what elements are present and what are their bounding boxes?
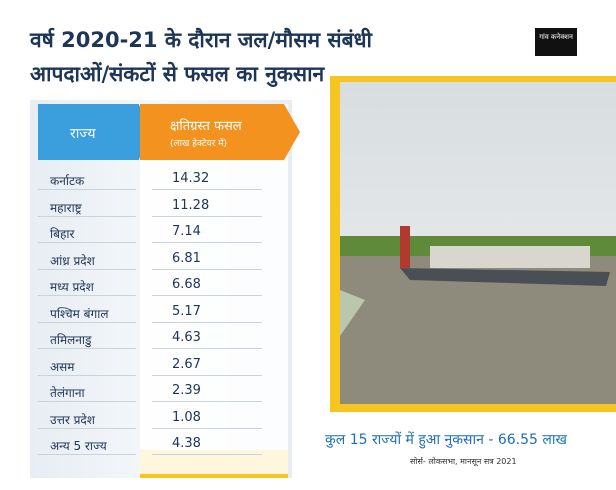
row-rule [152, 427, 262, 429]
boat [400, 268, 610, 286]
value-column [140, 104, 288, 474]
column-header: क्षतिग्रस्त फसल [170, 119, 242, 134]
state-cell: आंध्र प्रदेश [50, 253, 95, 268]
row-rule [38, 348, 136, 349]
row-rule [152, 268, 262, 270]
row-rule [38, 295, 136, 296]
row-rule [38, 189, 136, 190]
state-cell: तमिलनाडु [50, 333, 92, 347]
state-cell: मध्य प्रदेश [50, 280, 94, 294]
value-cell: 6.81 [172, 250, 201, 266]
state-cell: तेलंगाना [50, 386, 85, 400]
row-rule [152, 454, 262, 455]
value-cell: 4.38 [172, 436, 201, 451]
value-cell: 2.39 [172, 383, 201, 398]
state-cell: पश्चिम बंगाल [50, 306, 109, 321]
value-cell: 5.17 [172, 303, 201, 319]
row-rule [38, 374, 136, 376]
summary: कुल 15 राज्यों में हुआ नुकसान - 66.55 ला… [325, 432, 567, 448]
state-cell: महाराष्ट्र [50, 200, 82, 215]
row-rule [38, 215, 136, 217]
title: आपदाओं/संकटों से फसल का नुकसान [30, 62, 325, 86]
state-cell: अन्य 5 राज्य [50, 439, 107, 453]
row-rule [152, 348, 262, 349]
wave [340, 290, 365, 336]
row-rule [152, 374, 262, 376]
row-rule [38, 268, 136, 270]
row-rule [152, 401, 262, 402]
source: सोर्स- लोकसभा, मानसून सत्र 2021 [410, 457, 517, 466]
value-cell: 11.28 [172, 197, 210, 213]
row-rule [38, 401, 136, 402]
row-rule [38, 321, 136, 323]
value-cell: 1.08 [172, 409, 201, 425]
value-cell: 7.14 [172, 224, 201, 239]
value-cell: 4.63 [172, 330, 201, 345]
row-rule [152, 215, 262, 217]
header-cell [38, 104, 150, 160]
row-rule [38, 242, 136, 243]
state-cell: उत्तर प्रदेश [50, 412, 95, 427]
logo: गांव कनेक्शन [535, 28, 577, 56]
person [400, 226, 410, 268]
column-note: (लाख हेक्टेयर में) [170, 139, 228, 149]
state-cell: कर्नाटक [50, 174, 85, 188]
row-rule [38, 427, 136, 429]
people [430, 246, 590, 268]
state-cell: बिहार [50, 227, 75, 241]
title: वर्ष 2020-21 के दौरान जल/मौसम संबंधी [30, 28, 372, 52]
photo [330, 76, 616, 412]
row-rule [152, 242, 262, 243]
state-cell: असम [50, 359, 75, 374]
value-cell: 2.67 [172, 356, 201, 372]
row-rule [152, 321, 262, 323]
header-cell [140, 104, 300, 160]
row-rule [38, 454, 136, 455]
column-header: राज्य [70, 126, 96, 142]
value-cell: 14.32 [172, 171, 210, 186]
row-rule [152, 189, 262, 190]
value-cell: 6.68 [172, 277, 201, 292]
row-rule [152, 295, 262, 296]
